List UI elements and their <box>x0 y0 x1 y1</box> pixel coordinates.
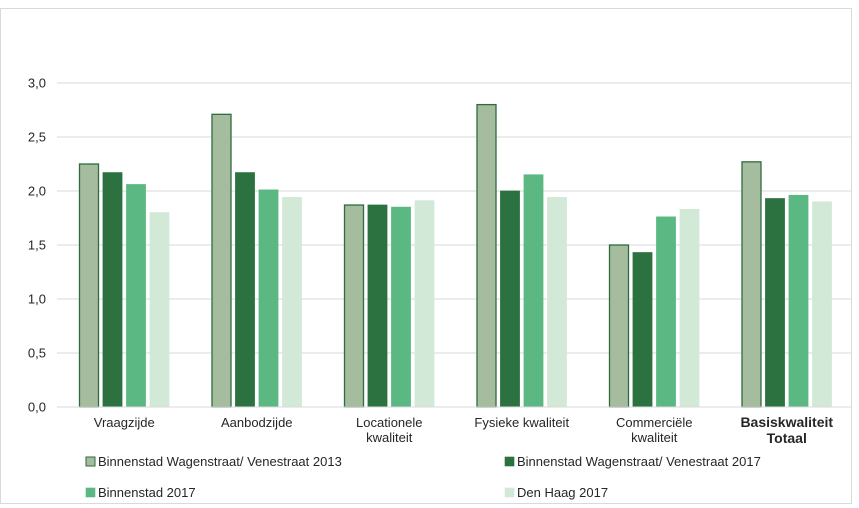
bar <box>149 212 170 408</box>
x-tick-label: Aanbodzijde <box>221 415 293 430</box>
legend-label: Binnenstad Wagenstraat/ Venestraat 2017 <box>517 454 761 469</box>
x-axis-labels: Vraagzijde Aanbodzijde Locationelekwalitei… <box>94 414 834 446</box>
x-tick-label: Basiskwaliteit <box>740 414 833 430</box>
bar <box>679 208 700 408</box>
legend-swatch <box>504 487 515 498</box>
bar <box>235 172 255 408</box>
y-tick-label: 0,0 <box>28 400 46 415</box>
bar <box>765 198 785 408</box>
y-axis-ticks: 0,0 0,5 1,0 1,5 2,0 2,5 3,0 <box>28 76 46 415</box>
bar <box>414 200 435 408</box>
x-tick-label: Totaal <box>767 430 807 446</box>
bar <box>632 252 653 408</box>
bar <box>656 216 676 408</box>
bar <box>102 172 123 408</box>
x-tick-label: Locationele <box>356 415 423 430</box>
x-tick-label: Fysieke kwaliteit <box>474 415 569 430</box>
legend-label: Binnenstad Wagenstraat/ Venestraat 2013 <box>98 454 342 469</box>
y-tick-label: 2,5 <box>28 130 46 145</box>
legend-label: Binnenstad 2017 <box>98 485 196 500</box>
bars <box>78 103 832 408</box>
bar <box>500 190 520 408</box>
y-tick-label: 1,5 <box>28 238 46 253</box>
gridlines <box>57 82 852 354</box>
y-tick-label: 0,5 <box>28 346 46 361</box>
chart-border <box>0 8 852 504</box>
legend-label: Den Haag 2017 <box>517 485 608 500</box>
bar <box>391 206 411 408</box>
x-tick-label: Vraagzijde <box>94 415 155 430</box>
bar <box>812 201 832 408</box>
y-tick-label: 2,0 <box>28 184 46 199</box>
bar <box>788 194 809 408</box>
y-tick-label: 3,0 <box>28 76 46 91</box>
bar <box>78 163 100 408</box>
bar <box>523 174 544 408</box>
legend: Binnenstad Wagenstraat/ Venestraat 2013 B… <box>85 454 761 500</box>
bar <box>608 244 630 408</box>
y-tick-label: 1,0 <box>28 292 46 307</box>
legend-swatch <box>504 456 515 467</box>
bar <box>343 204 365 408</box>
bar <box>367 204 388 408</box>
bar <box>126 184 146 408</box>
legend-swatch <box>85 487 96 498</box>
bar <box>741 161 762 408</box>
bar <box>547 197 567 408</box>
x-tick-label: kwaliteit <box>631 430 678 445</box>
bar <box>258 189 279 408</box>
x-tick-label: Commerciële <box>616 415 693 430</box>
bar <box>211 113 232 408</box>
bar <box>476 103 497 408</box>
x-tick-label: kwaliteit <box>366 430 413 445</box>
legend-swatch <box>85 456 96 467</box>
bar <box>282 197 302 408</box>
